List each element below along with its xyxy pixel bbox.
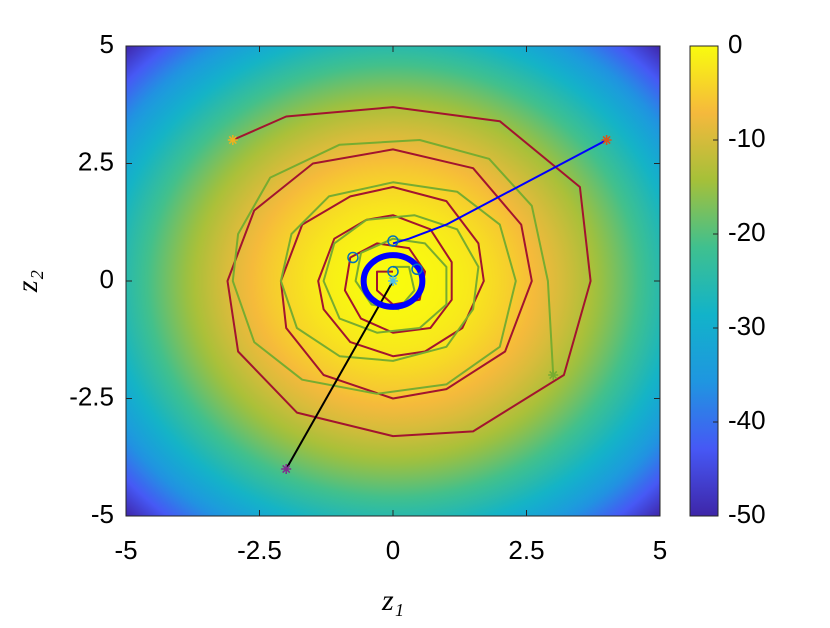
star-marker <box>548 370 559 380</box>
y-axis-label: z₂ <box>11 270 44 293</box>
y-tick-label: 0 <box>100 264 114 294</box>
star-marker <box>601 135 612 145</box>
star-marker <box>281 464 292 474</box>
x-tick-label: -5 <box>114 535 137 565</box>
plot-area <box>226 106 612 474</box>
circle-marker <box>387 235 399 247</box>
ring <box>360 252 426 310</box>
trajectory <box>231 139 555 395</box>
x-axis-label: z₁ <box>381 584 404 617</box>
colorbar-tick-label: -30 <box>728 311 766 341</box>
colorbar-tick-label: -50 <box>728 499 766 529</box>
trajectory <box>285 280 394 470</box>
x-tick-label: -2.5 <box>237 535 282 565</box>
x-tick-label: 2.5 <box>508 535 544 565</box>
colorbar <box>689 45 719 517</box>
circle-marker <box>411 263 423 275</box>
colorbar-tick-label: -40 <box>728 405 766 435</box>
y-tick-label: -5 <box>91 499 114 529</box>
y-tick-label: 5 <box>100 29 114 59</box>
y-tick-label: 2.5 <box>78 146 114 176</box>
colorbar-tick-label: -10 <box>728 123 766 153</box>
trajectory <box>392 139 608 245</box>
trajectory <box>226 106 592 438</box>
colorbar-tick-label: 0 <box>728 29 742 59</box>
star-marker <box>388 276 398 286</box>
y-tick-label: -2.5 <box>69 381 114 411</box>
star-marker <box>227 135 238 145</box>
x-tick-label: 0 <box>386 535 400 565</box>
circle-marker <box>347 251 359 264</box>
x-tick-label: 5 <box>653 535 667 565</box>
colorbar-tick-label: -20 <box>728 217 766 247</box>
